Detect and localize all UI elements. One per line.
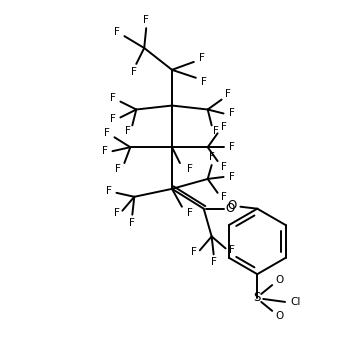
Text: F: F	[221, 192, 226, 202]
Text: F: F	[191, 247, 197, 257]
Text: F: F	[109, 115, 115, 125]
Text: F: F	[187, 164, 193, 174]
Text: F: F	[228, 172, 234, 182]
Text: F: F	[109, 93, 115, 103]
Text: F: F	[228, 142, 234, 152]
Text: F: F	[225, 89, 231, 99]
Text: F: F	[114, 27, 119, 37]
Text: O: O	[225, 202, 234, 215]
Text: S: S	[254, 291, 261, 304]
Text: F: F	[201, 77, 207, 87]
Text: F: F	[114, 208, 119, 218]
Text: O: O	[275, 275, 283, 285]
Text: F: F	[209, 152, 214, 162]
Text: F: F	[221, 162, 226, 172]
Text: F: F	[211, 257, 217, 267]
Text: F: F	[187, 208, 193, 218]
Text: F: F	[106, 186, 112, 196]
Text: F: F	[129, 218, 135, 228]
Text: O: O	[228, 199, 237, 212]
Text: F: F	[199, 53, 205, 63]
Text: O: O	[275, 311, 283, 321]
Text: F: F	[104, 128, 109, 138]
Text: Cl: Cl	[291, 297, 301, 307]
Text: F: F	[143, 15, 149, 25]
Text: F: F	[102, 146, 107, 156]
Text: F: F	[213, 126, 219, 136]
Text: F: F	[228, 245, 234, 255]
Text: F: F	[228, 108, 234, 118]
Text: F: F	[125, 126, 131, 136]
Text: F: F	[221, 122, 226, 132]
Text: F: F	[116, 164, 121, 174]
Text: F: F	[131, 67, 137, 77]
